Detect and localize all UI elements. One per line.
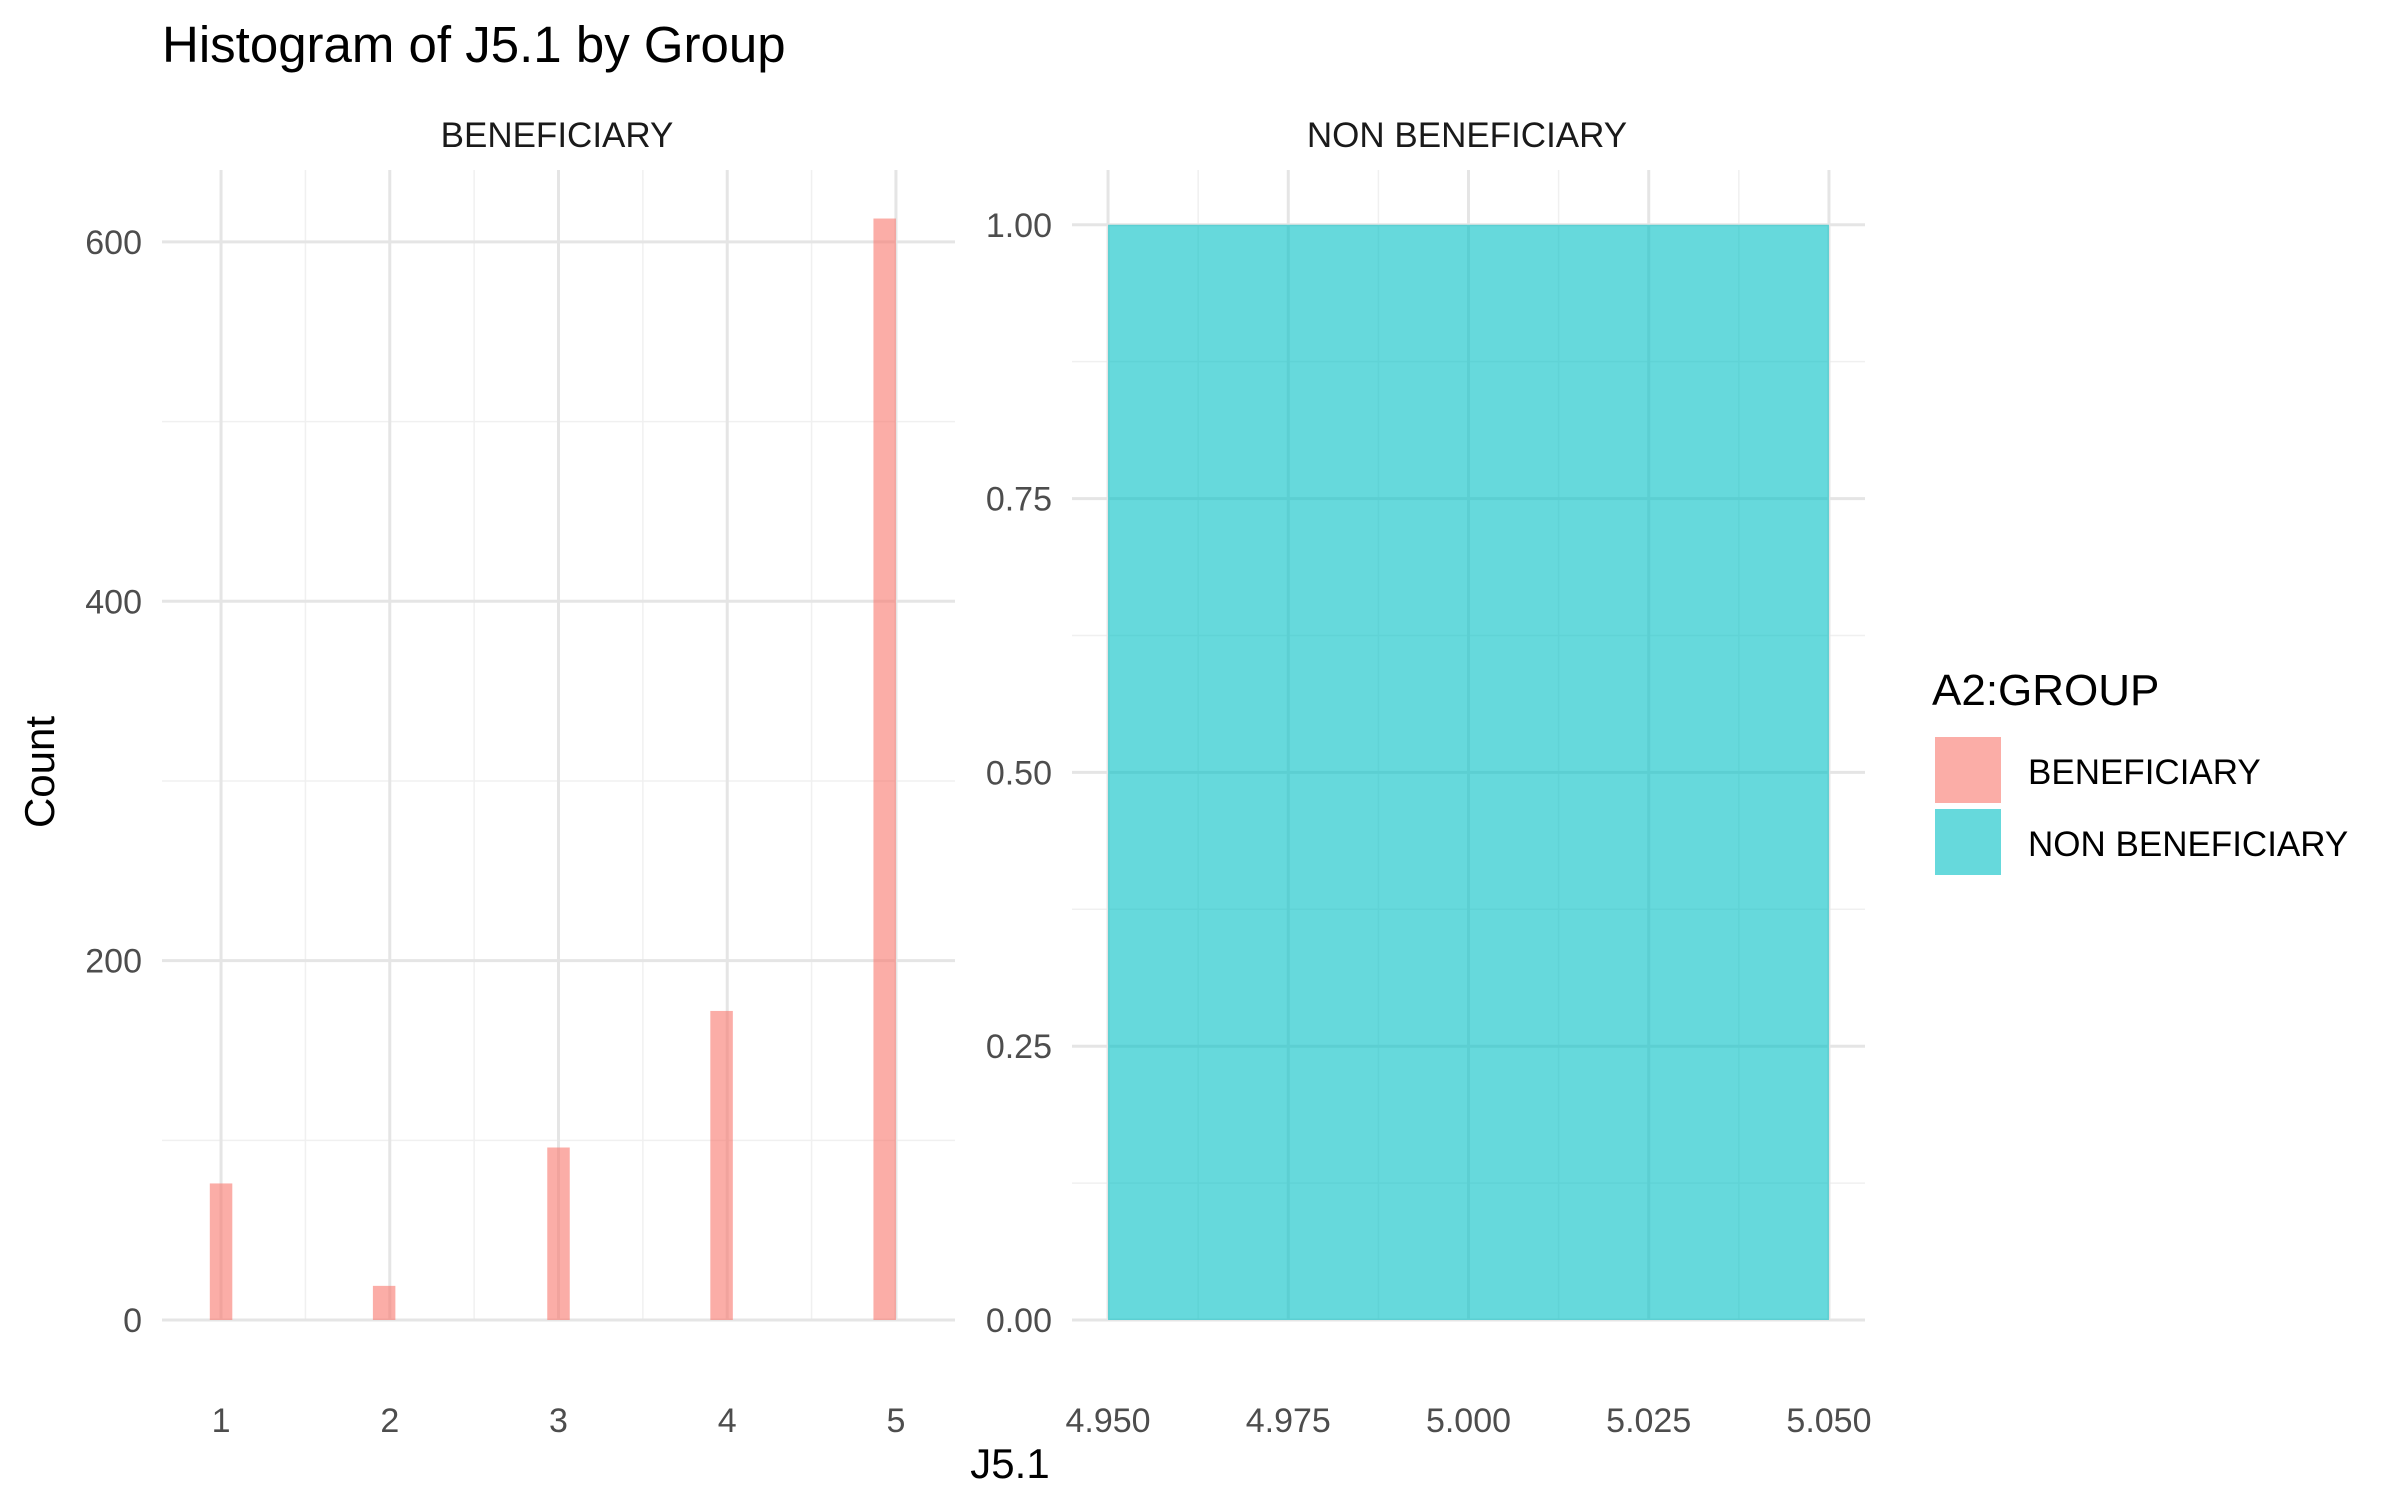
facet-strip-non-beneficiary: NON BENEFICIARY <box>1307 116 1627 155</box>
y-tick-label: 0.00 <box>986 1302 1052 1340</box>
y-tick-label: 0.50 <box>986 754 1052 792</box>
y-tick-label: 0 <box>123 1302 142 1340</box>
legend-label-non-beneficiary: NON BENEFICIARY <box>2028 825 2348 864</box>
histogram-bar-beneficiary <box>710 1010 733 1320</box>
histogram-bar-beneficiary <box>209 1183 233 1320</box>
y-tick-label: 0.25 <box>986 1028 1052 1066</box>
x-tick-label: 2 <box>380 1402 399 1440</box>
histogram-bar-beneficiary <box>547 1147 570 1320</box>
x-axis-label: J5.1 <box>970 1440 1049 1487</box>
histogram-bar-beneficiary <box>372 1285 396 1320</box>
x-tick-label: 4.950 <box>1065 1402 1150 1440</box>
histogram-bar-non-beneficiary <box>1108 224 1829 1320</box>
legend-key-beneficiary <box>1935 737 2001 803</box>
x-tick-label: 4 <box>718 1402 737 1440</box>
x-tick-label: 5.000 <box>1426 1402 1511 1440</box>
y-tick-label: 0.75 <box>986 481 1052 519</box>
x-tick-label: 1 <box>212 1402 231 1440</box>
y-tick-label: 1.00 <box>986 207 1052 245</box>
legend-title: A2:GROUP <box>1932 666 2159 715</box>
y-tick-label: 400 <box>85 583 142 621</box>
legend-key-non-beneficiary <box>1935 809 2001 875</box>
legend: A2:GROUP BENEFICIARY NON BENEFICIARY <box>1932 666 2348 875</box>
facet-panel-non-beneficiary: 4.950 4.975 5.000 5.025 5.050 0.00 0.25 0.50 0.7… <box>986 170 1872 1440</box>
chart-title: Histogram of J5.1 by Group <box>162 16 786 73</box>
x-tick-label: 5.050 <box>1786 1402 1871 1440</box>
facet-panel-beneficiary: 1 2 3 4 5 0 200 400 600 <box>85 170 955 1440</box>
y-tick-label: 600 <box>85 224 142 262</box>
x-tick-label: 5 <box>886 1402 905 1440</box>
y-axis-label: Count <box>16 716 63 828</box>
histogram-bar-beneficiary <box>873 218 896 1320</box>
y-tick-label: 200 <box>85 943 142 981</box>
x-tick-label: 5.025 <box>1606 1402 1691 1440</box>
legend-label-beneficiary: BENEFICIARY <box>2028 753 2261 792</box>
x-tick-label: 4.975 <box>1246 1402 1331 1440</box>
facet-strip-beneficiary: BENEFICIARY <box>441 116 674 155</box>
x-tick-label: 3 <box>549 1402 568 1440</box>
